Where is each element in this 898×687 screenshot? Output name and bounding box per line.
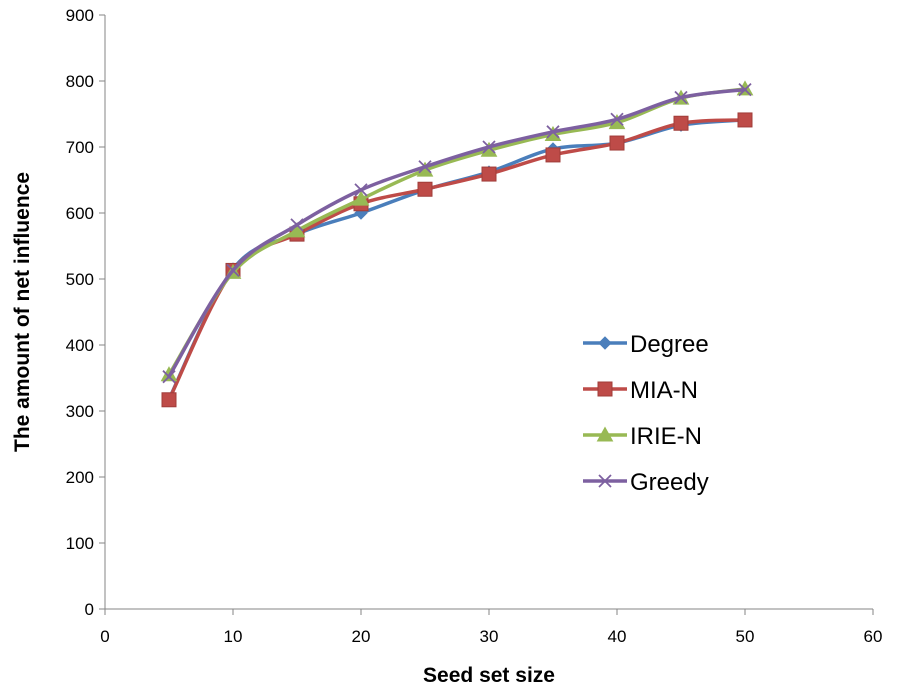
legend: Degree MIA-N IRIE-N Greedy	[583, 331, 709, 496]
legend-item-degree: Degree	[583, 331, 709, 358]
y-tick-label: 700	[66, 138, 94, 157]
x-marker-stroke	[546, 125, 560, 139]
x-tick-label: 30	[480, 627, 499, 646]
y-tick-label: 300	[66, 402, 94, 421]
series-line-greedy	[167, 87, 747, 379]
data-point-mia-n	[737, 112, 753, 128]
data-point-greedy	[546, 125, 560, 139]
data-point-greedy	[162, 370, 176, 384]
series-layer	[160, 80, 754, 408]
y-tick-label: 400	[66, 336, 94, 355]
data-point-greedy	[226, 263, 240, 278]
axes: 0 100 200 300 400 500 600 700 800 900 0 10 20 30 40 50 6…	[66, 6, 883, 646]
series-line-irie-n	[167, 87, 747, 377]
legend-swatch-marker	[598, 336, 612, 350]
data-point-irie-n	[288, 222, 306, 238]
x-axis-title: Seed set size	[423, 664, 555, 687]
data-point-greedy	[674, 90, 688, 105]
series-greedy	[162, 82, 752, 384]
data-point-greedy	[482, 140, 496, 154]
x-marker-stroke	[354, 183, 368, 197]
x-marker-stroke	[162, 370, 176, 384]
data-point-greedy	[610, 112, 624, 126]
data-point-greedy	[290, 218, 304, 232]
x-marker-stroke	[418, 160, 432, 174]
x-tick-label: 50	[736, 627, 755, 646]
data-point-mia-n	[481, 166, 497, 182]
x-tick-label: 20	[352, 627, 371, 646]
legend-item-mia-n: MIA-N	[583, 377, 698, 404]
x-marker-stroke	[226, 263, 240, 278]
y-tick-label: 500	[66, 270, 94, 289]
x-marker-stroke	[674, 90, 688, 105]
x-marker-stroke	[610, 112, 624, 126]
data-point-irie-n	[352, 190, 370, 206]
legend-swatch-marker	[598, 474, 612, 488]
data-point-mia-n	[609, 135, 625, 151]
legend-swatch-marker	[597, 381, 613, 397]
x-marker-stroke	[482, 140, 496, 154]
x-marker-stroke	[598, 474, 612, 488]
x-tick-label: 40	[608, 627, 627, 646]
x-tick-label: 0	[100, 627, 109, 646]
x-marker-stroke	[738, 82, 752, 97]
data-point-greedy	[354, 183, 368, 197]
data-point-mia-n	[545, 147, 561, 163]
y-tick-label: 100	[66, 534, 94, 553]
y-tick-label: 200	[66, 468, 94, 487]
legend-swatch-marker	[596, 426, 614, 442]
x-marker-stroke	[290, 218, 304, 232]
y-tick-label: 0	[85, 600, 94, 619]
y-axis-title: The amount of net influence	[11, 172, 34, 452]
data-point-mia-n	[161, 392, 177, 408]
y-tick-label: 600	[66, 204, 94, 223]
y-tick-label: 800	[66, 72, 94, 91]
data-point-mia-n	[417, 181, 433, 197]
y-tick-label: 900	[66, 6, 94, 25]
legend-label: MIA-N	[630, 377, 698, 404]
data-point-greedy	[418, 160, 432, 174]
legend-label: Degree	[630, 331, 709, 358]
legend-label: Greedy	[630, 469, 709, 496]
x-tick-label: 60	[864, 627, 883, 646]
legend-item-irie-n: IRIE-N	[583, 423, 702, 450]
legend-label: IRIE-N	[630, 423, 702, 450]
data-point-greedy	[738, 82, 752, 97]
legend-item-greedy: Greedy	[583, 469, 709, 496]
x-tick-label: 10	[224, 627, 243, 646]
data-point-mia-n	[673, 115, 689, 131]
